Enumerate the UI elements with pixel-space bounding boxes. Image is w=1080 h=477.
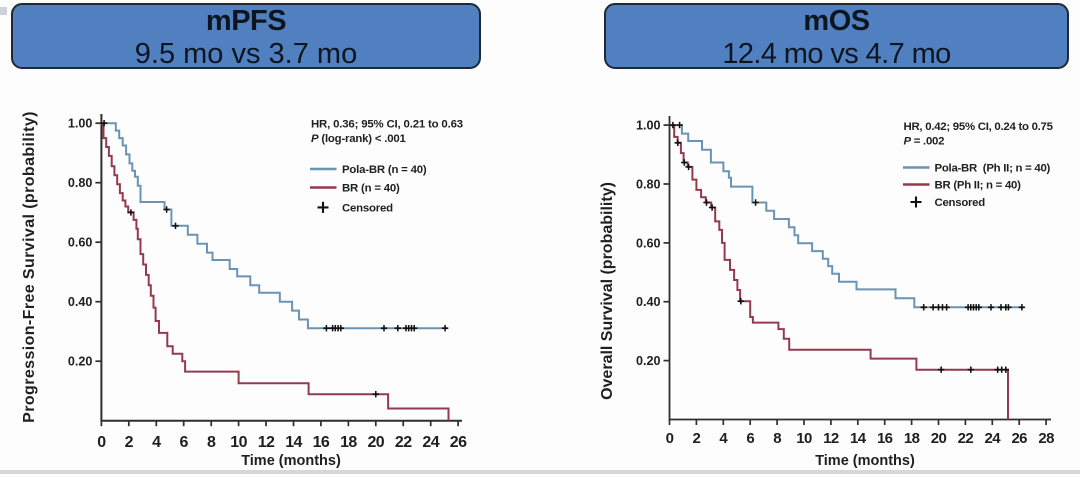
svg-text:1.00: 1.00 (68, 117, 93, 131)
svg-text:0.40: 0.40 (68, 295, 93, 309)
svg-text:18: 18 (340, 434, 357, 451)
svg-text:16: 16 (877, 430, 893, 447)
svg-text:6: 6 (746, 430, 754, 447)
svg-text:14: 14 (285, 434, 302, 451)
svg-text:14: 14 (850, 430, 867, 447)
svg-text:Pola-BR (Ph II; n = 40): Pola-BR (Ph II; n = 40) (935, 163, 1051, 175)
svg-text:28: 28 (1038, 430, 1054, 447)
svg-text:18: 18 (904, 430, 920, 447)
svg-text:Censored: Censored (342, 203, 393, 215)
svg-text:HR, 0.42; 95% CI, 0.24 to 0.75: HR, 0.42; 95% CI, 0.24 to 0.75 (904, 121, 1054, 133)
svg-text:10: 10 (796, 430, 812, 447)
svg-text:6: 6 (180, 434, 189, 451)
svg-text:0.20: 0.20 (68, 355, 93, 369)
svg-text:HR, 0.36; 95% CI, 0.21 to 0.63: HR, 0.36; 95% CI, 0.21 to 0.63 (311, 119, 463, 131)
svg-text:20: 20 (931, 430, 947, 447)
svg-text:Time (months): Time (months) (241, 453, 341, 469)
svg-text:24: 24 (422, 434, 439, 451)
svg-text:1.00: 1.00 (636, 119, 661, 133)
svg-text:0.80: 0.80 (636, 177, 661, 191)
svg-text:BR (Ph II; n = 40): BR (Ph II; n = 40) (935, 180, 1022, 192)
svg-text:0.60: 0.60 (636, 236, 661, 250)
svg-text:P (log-rank) < .001: P (log-rank) < .001 (311, 133, 407, 145)
svg-text:16: 16 (313, 434, 330, 451)
svg-text:Overall Survival (probability): Overall Survival (probability) (599, 182, 616, 400)
svg-text:BR (n = 40): BR (n = 40) (342, 183, 400, 195)
svg-text:Censored: Censored (935, 197, 986, 209)
svg-text:22: 22 (395, 434, 412, 451)
svg-text:P = .002: P = .002 (904, 136, 945, 148)
svg-text:Progression-Free Survival (pro: Progression-Free Survival (probability) (21, 111, 38, 423)
svg-text:0.80: 0.80 (68, 176, 93, 190)
svg-text:4: 4 (719, 430, 728, 447)
svg-text:26: 26 (450, 434, 467, 451)
svg-text:22: 22 (958, 430, 974, 447)
svg-text:Time (months): Time (months) (815, 453, 915, 469)
svg-text:Pola-BR (n = 40): Pola-BR (n = 40) (342, 164, 427, 176)
svg-text:8: 8 (773, 430, 781, 447)
svg-text:12: 12 (258, 434, 275, 451)
svg-text:2: 2 (693, 430, 701, 447)
svg-text:24: 24 (985, 430, 1002, 447)
svg-text:12: 12 (823, 430, 839, 447)
svg-text:26: 26 (1011, 430, 1027, 447)
svg-text:0.60: 0.60 (68, 236, 93, 250)
svg-text:4: 4 (152, 434, 161, 451)
svg-text:8: 8 (207, 434, 216, 451)
svg-text:0: 0 (666, 430, 674, 447)
svg-text:0.20: 0.20 (636, 354, 661, 368)
svg-text:10: 10 (230, 434, 247, 451)
svg-text:0: 0 (97, 434, 106, 451)
svg-text:20: 20 (367, 434, 384, 451)
svg-text:2: 2 (125, 434, 134, 451)
svg-text:0.40: 0.40 (636, 295, 661, 309)
